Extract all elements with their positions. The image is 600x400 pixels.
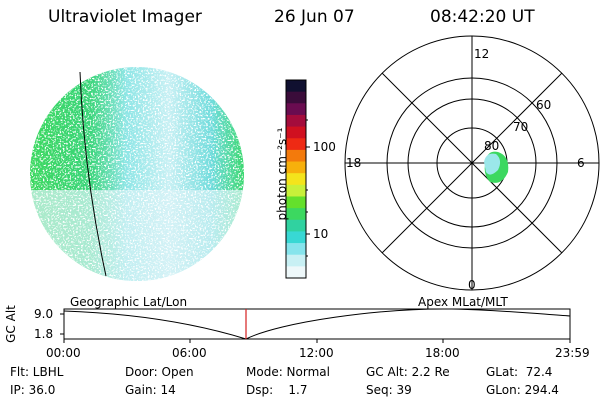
colorbar <box>286 80 306 279</box>
x-tick-2359: 23:59 <box>555 346 590 360</box>
x-tick-0000: 00:00 <box>46 346 81 360</box>
info-glon: GLon: 294.4 <box>486 383 559 397</box>
polar-lat-80: 80 <box>484 139 500 153</box>
colorbar-segment <box>286 91 306 104</box>
colorbar-frame <box>285 79 307 279</box>
polar-lat-70: 70 <box>513 120 529 134</box>
colorbar-segment <box>286 114 306 128</box>
colorbar-tick-10: 10 <box>313 227 329 241</box>
polar-lat-60: 60 <box>536 98 552 112</box>
info-seq: Seq: 39 <box>366 383 412 397</box>
timeline-frame <box>63 308 571 340</box>
gc-alt-axis-label: GC Alt <box>3 305 18 343</box>
info-filter: Flt: LBHL <box>10 365 64 379</box>
colorbar-segment <box>286 149 306 163</box>
earth-disk-image <box>30 67 244 281</box>
colorbar-segment <box>286 266 306 279</box>
polar-label-noon: 12 <box>474 47 490 61</box>
colorbar-segment <box>286 196 306 209</box>
info-dsp: Dsp: 1.7 <box>246 383 308 397</box>
x-tick-1200: 12:00 <box>299 346 334 360</box>
x-tick-1800: 18:00 <box>425 346 460 360</box>
polar-plot <box>344 35 600 291</box>
colorbar-label: photon cm⁻²s⁻¹ <box>275 127 289 221</box>
info-ip: IP: 36.0 <box>10 383 56 397</box>
colorbar-segment <box>286 254 306 267</box>
info-gain: Gain: 14 <box>125 383 176 397</box>
colorbar-segment <box>286 231 306 244</box>
polar-label-dawn: 6 <box>577 156 585 170</box>
polar-label-dusk: 18 <box>346 156 362 170</box>
geographic-label: Geographic Lat/Lon <box>70 295 188 309</box>
y-tick-label-top: 9.0 <box>34 307 54 321</box>
polar-aurora-blob <box>484 151 509 183</box>
date-label: 26 Jun 07 <box>274 7 355 27</box>
x-tick-0600: 06:00 <box>172 346 207 360</box>
colorbar-segment <box>286 126 306 139</box>
colorbar-segment <box>286 138 306 151</box>
x-ticks <box>63 339 571 343</box>
colorbar-segment <box>286 103 306 116</box>
colorbar-segment <box>286 243 306 256</box>
colorbar-segment <box>286 184 306 198</box>
apex-label: Apex MLat/MLT <box>418 295 508 309</box>
colorbar-segment <box>286 173 306 186</box>
colorbar-segment <box>286 219 306 233</box>
terminator-line <box>79 71 107 277</box>
info-door: Door: Open <box>125 365 194 379</box>
info-gc-alt: GC Alt: 2.2 Re <box>366 365 450 379</box>
colorbar-segment <box>286 80 306 93</box>
colorbar-segment <box>286 208 306 221</box>
polar-label-midnight: 0 <box>468 278 476 292</box>
app-title: Ultraviolet Imager <box>48 7 202 27</box>
colorbar-segment <box>286 161 306 174</box>
colorbar-tick-100: 100 <box>313 140 336 154</box>
y-tick-label-bottom: 1.8 <box>34 327 54 341</box>
time-label: 08:42:20 UT <box>430 7 535 27</box>
info-glat: GLat: 72.4 <box>486 365 553 379</box>
info-mode: Mode: Normal <box>246 365 330 379</box>
altitude-curve <box>63 308 571 340</box>
